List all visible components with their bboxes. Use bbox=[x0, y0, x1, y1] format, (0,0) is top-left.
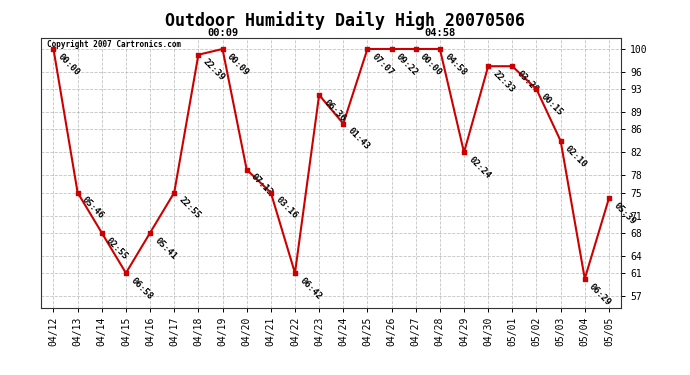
Text: 00:00: 00:00 bbox=[57, 52, 81, 77]
Point bbox=[531, 86, 542, 92]
Text: 04:58: 04:58 bbox=[443, 52, 468, 77]
Point bbox=[289, 270, 300, 276]
Point bbox=[265, 190, 276, 196]
Text: 06:29: 06:29 bbox=[588, 282, 613, 307]
Point bbox=[386, 46, 397, 52]
Point bbox=[579, 276, 590, 282]
Text: Copyright 2007 Cartronics.com: Copyright 2007 Cartronics.com bbox=[47, 40, 181, 49]
Point bbox=[241, 166, 252, 172]
Text: 06:36: 06:36 bbox=[322, 98, 347, 123]
Point bbox=[362, 46, 373, 52]
Text: Outdoor Humidity Daily High 20070506: Outdoor Humidity Daily High 20070506 bbox=[165, 11, 525, 30]
Text: 06:58: 06:58 bbox=[129, 276, 154, 301]
Point bbox=[506, 63, 518, 69]
Point bbox=[338, 121, 348, 127]
Text: 22:39: 22:39 bbox=[201, 57, 226, 83]
Text: 05:46: 05:46 bbox=[81, 195, 106, 221]
Text: 00:09: 00:09 bbox=[226, 52, 250, 77]
Point bbox=[482, 63, 493, 69]
Text: 07:07: 07:07 bbox=[371, 52, 395, 77]
Text: 03:16: 03:16 bbox=[274, 195, 299, 221]
Point bbox=[145, 230, 156, 236]
Point bbox=[96, 230, 107, 236]
Point bbox=[48, 46, 59, 52]
Point bbox=[217, 46, 228, 52]
Point bbox=[458, 149, 469, 155]
Point bbox=[410, 46, 421, 52]
Text: 22:33: 22:33 bbox=[491, 69, 516, 94]
Text: 02:24: 02:24 bbox=[467, 155, 492, 180]
Point bbox=[120, 270, 131, 276]
Point bbox=[555, 138, 566, 144]
Text: 07:13: 07:13 bbox=[250, 172, 275, 198]
Point bbox=[72, 190, 83, 196]
Text: 00:00: 00:00 bbox=[419, 52, 444, 77]
Text: 00:09: 00:09 bbox=[207, 27, 238, 38]
Text: 22:55: 22:55 bbox=[177, 195, 202, 221]
Text: 00:15: 00:15 bbox=[540, 92, 564, 117]
Point bbox=[603, 195, 614, 201]
Point bbox=[313, 92, 324, 98]
Point bbox=[168, 190, 179, 196]
Text: 04:58: 04:58 bbox=[424, 27, 455, 38]
Text: 06:42: 06:42 bbox=[298, 276, 323, 301]
Text: 02:55: 02:55 bbox=[105, 236, 130, 261]
Text: 05:39: 05:39 bbox=[612, 201, 637, 226]
Point bbox=[434, 46, 445, 52]
Text: 09:22: 09:22 bbox=[395, 52, 420, 77]
Text: 02:10: 02:10 bbox=[564, 144, 589, 169]
Text: 03:20: 03:20 bbox=[515, 69, 540, 94]
Point bbox=[193, 52, 204, 58]
Text: 01:43: 01:43 bbox=[346, 126, 371, 152]
Text: 05:41: 05:41 bbox=[153, 236, 178, 261]
